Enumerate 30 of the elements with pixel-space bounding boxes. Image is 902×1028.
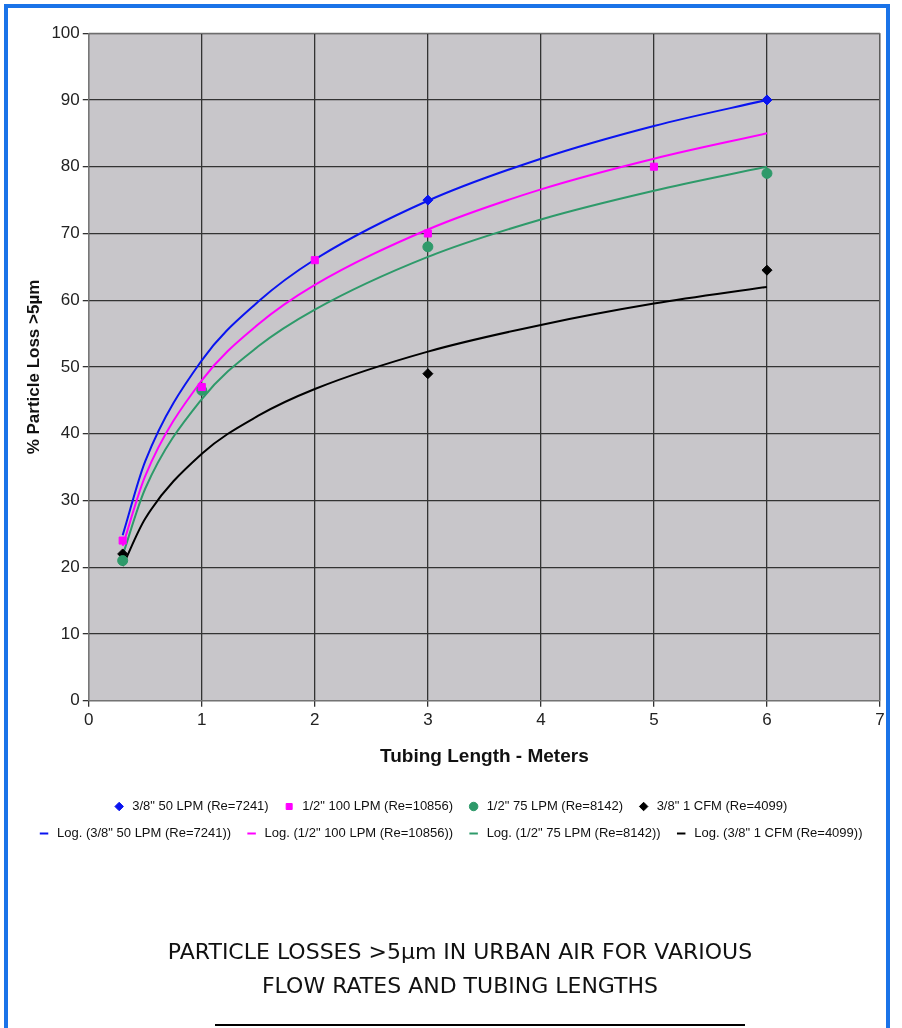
x-tick-label: 0 — [84, 709, 94, 729]
y-tick-label: 100 — [51, 22, 80, 42]
x-tick-label: 1 — [197, 709, 207, 729]
x-axis-title: Tubing Length - Meters — [380, 744, 589, 766]
y-tick-label: 0 — [70, 690, 80, 710]
legend-label: Log. (3/8" 1 CFM (Re=4099)) — [694, 825, 863, 841]
y-tick-label: 20 — [60, 556, 80, 576]
legend-label: 3/8" 1 CFM (Re=4099) — [656, 798, 788, 814]
x-tick-label: 3 — [423, 709, 433, 729]
legend-label: 3/8" 50 LPM (Re=7241) — [132, 798, 269, 814]
x-tick-label: 7 — [875, 709, 885, 729]
y-axis-title: % Particle Loss >5µm — [23, 279, 43, 455]
y-tick-label: 50 — [60, 356, 80, 376]
x-tick-label: 5 — [649, 709, 659, 729]
legend-label: Log. (3/8" 50 LPM (Re=7241)) — [57, 825, 232, 841]
y-tick-label: 70 — [60, 223, 80, 243]
x-tick-label: 6 — [762, 709, 772, 729]
legend-label: Log. (1/2" 100 LPM (Re=10856)) — [264, 825, 454, 841]
y-tick-label: 40 — [60, 423, 80, 443]
legend-label: 1/2" 100 LPM (Re=10856) — [302, 798, 454, 814]
y-tick-label: 80 — [60, 156, 80, 176]
legend-label: 1/2" 75 LPM (Re=8142) — [486, 798, 624, 814]
x-tick-label: 2 — [310, 709, 320, 729]
y-tick-label: 30 — [60, 490, 80, 510]
x-tick-label: 4 — [536, 709, 546, 729]
y-tick-label: 60 — [60, 289, 80, 309]
y-tick-label: 10 — [60, 623, 80, 643]
legend-label: Log. (1/2" 75 LPM (Re=8142)) — [486, 825, 661, 841]
text: PARTICLE LOSSES >5µm IN URBAN AIR FOR VARIOUS FLOW RATES AND TUBING LENGTHS — [166, 938, 754, 1000]
y-tick-label: 90 — [60, 89, 80, 109]
